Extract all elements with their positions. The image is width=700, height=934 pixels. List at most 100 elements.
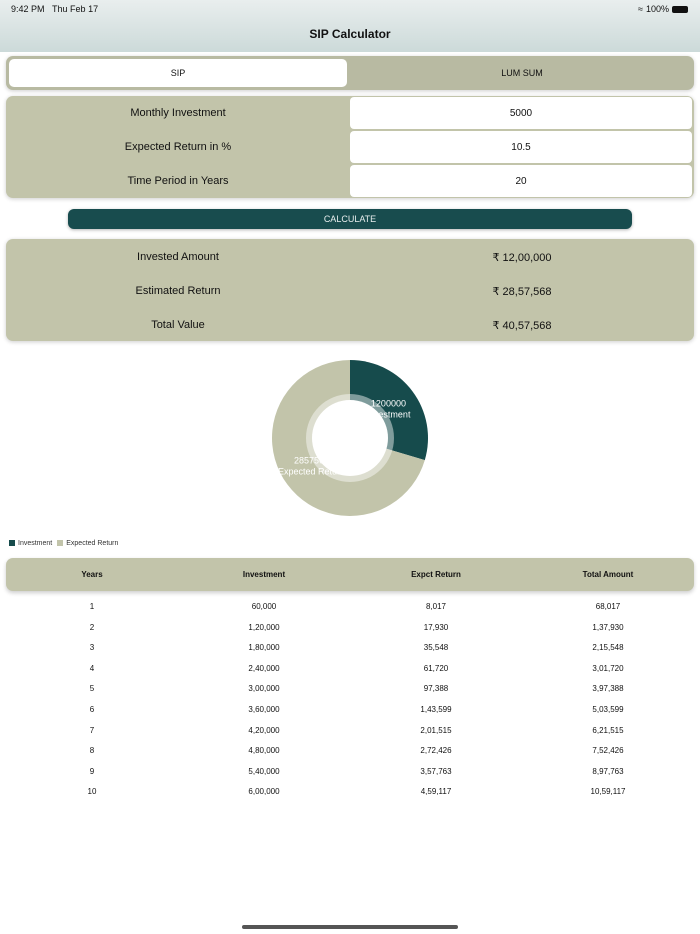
results-panel: Invested Amount ₹ 12,00,000 Estimated Ret…: [6, 239, 694, 341]
slice-value-label: 1200000: [371, 398, 406, 408]
table-cell: 7: [89, 725, 95, 735]
monthly-investment-field[interactable]: 5000: [350, 97, 692, 129]
table-row: 1 60,000 8,017 68,017: [6, 602, 694, 622]
home-indicator: [242, 925, 458, 929]
table-row: 9 5,40,000 3,57,763 8,97,763: [6, 767, 694, 787]
battery-icon: [672, 5, 688, 13]
result-invested-amount: Invested Amount ₹ 12,00,000: [6, 240, 694, 274]
nav-header: 9:42 PM Thu Feb 17 ≈100% SIP Calculator: [0, 0, 700, 52]
monthly-investment-label: Monthly Investment: [130, 107, 226, 119]
column-header: Expct Return: [411, 570, 461, 579]
table-cell: 9: [89, 766, 95, 776]
table-cell: 6,21,515: [592, 725, 624, 735]
table-cell: 8,97,763: [592, 766, 624, 776]
table-cell: 4: [89, 663, 95, 673]
input-row-monthly-investment: Monthly Investment 5000: [6, 97, 694, 129]
table-cell: 5,40,000: [248, 766, 280, 776]
table-cell: 4,20,000: [248, 725, 280, 735]
column-header: Investment: [242, 570, 286, 579]
table-cell: 2,72,426: [420, 746, 452, 756]
expected-return-field[interactable]: 10.5: [350, 131, 692, 163]
table-row: 8 4,80,000 2,72,426 7,52,426: [6, 746, 694, 766]
result-total-value: Total Value ₹ 40,57,568: [6, 308, 694, 342]
table-row: 4 2,40,000 61,720 3,01,720: [6, 664, 694, 684]
result-label: Invested Amount: [137, 251, 219, 263]
table-row: 2 1,20,000 17,930 1,37,930: [6, 623, 694, 643]
table-cell: 3,57,763: [420, 766, 452, 776]
slice-value-label: 2857568: [294, 456, 329, 466]
legend-item-investment: Investment: [9, 540, 52, 547]
table-cell: 1,37,930: [592, 622, 624, 632]
result-value: ₹ 28,57,568: [492, 285, 552, 298]
table-cell: 6,00,000: [248, 787, 280, 797]
table-cell: 1: [89, 602, 95, 611]
battery-percent: 100%: [645, 4, 669, 14]
legend-label: Expected Return: [66, 540, 119, 547]
table-cell: 10,59,117: [590, 787, 626, 797]
table-cell: 97,388: [423, 684, 449, 694]
table-cell: 60,000: [251, 602, 277, 611]
wifi-icon: ≈: [638, 4, 643, 14]
input-panel: Monthly Investment 5000 Expected Return …: [6, 96, 694, 198]
table-cell: 10: [87, 787, 97, 797]
table-cell: 2: [89, 622, 95, 632]
table-cell: 3,01,720: [592, 663, 624, 673]
table-cell: 1,43,599: [420, 705, 452, 714]
table-cell: 3,00,000: [248, 684, 280, 694]
table-cell: 4,59,117: [420, 787, 452, 797]
input-row-time-period: Time Period in Years 20: [6, 165, 694, 197]
time-period-field[interactable]: 20: [350, 165, 692, 197]
tab-sip[interactable]: SIP: [9, 59, 347, 87]
input-row-expected-return: Expected Return in % 10.5: [6, 131, 694, 163]
legend-swatch: [9, 540, 15, 547]
table-row: 7 4,20,000 2,01,515 6,21,515: [6, 726, 694, 746]
table-cell: 2,40,000: [248, 663, 280, 673]
legend-item-expected-return: Expected Return: [57, 540, 118, 547]
result-label: Total Value: [151, 319, 205, 331]
table-cell: 8,017: [425, 602, 447, 611]
status-date: Thu Feb 17: [52, 4, 99, 14]
table-cell: 3,60,000: [248, 705, 280, 714]
table-cell: 1,80,000: [248, 643, 280, 653]
status-indicators: ≈100%: [638, 4, 688, 14]
page-title: SIP Calculator: [309, 27, 391, 41]
table-cell: 5: [89, 684, 95, 694]
table-cell: 17,930: [423, 622, 449, 632]
table-row: 3 1,80,000 35,548 2,15,548: [6, 643, 694, 663]
calculate-button[interactable]: CALCULATE: [68, 209, 632, 229]
slice-name-label: Investment: [366, 409, 411, 419]
table-header: Years Investment Expct Return Total Amount: [6, 558, 694, 591]
table-cell: 3,97,388: [592, 684, 624, 694]
result-estimated-return: Estimated Return ₹ 28,57,568: [6, 274, 694, 308]
table-cell: 7,52,426: [592, 746, 624, 756]
status-time: 9:42 PM: [11, 4, 45, 14]
time-period-label: Time Period in Years: [127, 175, 229, 187]
table-cell: 8: [89, 746, 95, 756]
table-cell: 1,20,000: [248, 622, 280, 632]
status-time-date: 9:42 PM Thu Feb 17: [11, 4, 98, 14]
column-header: Years: [81, 570, 103, 579]
mode-segmented-control: SIP LUM SUM: [6, 56, 694, 90]
table-cell: 2,01,515: [420, 725, 452, 735]
table-cell: 61,720: [423, 663, 449, 673]
tab-lum-sum[interactable]: LUM SUM: [501, 68, 543, 78]
table-cell: 4,80,000: [248, 746, 280, 756]
column-header: Total Amount: [582, 570, 634, 579]
table-cell: 68,017: [595, 602, 621, 611]
table-cell: 2,15,548: [592, 643, 624, 653]
legend-swatch: [57, 540, 64, 547]
result-value: ₹ 12,00,000: [492, 251, 552, 264]
donut-hole: [312, 400, 388, 476]
table-row: 10 6,00,000 4,59,117 10,59,117: [6, 787, 694, 807]
legend-label: Investment: [18, 540, 53, 547]
table-cell: 6: [89, 705, 95, 714]
chart-legend: Investment Expected Return: [9, 540, 118, 547]
result-value: ₹ 40,57,568: [492, 319, 552, 332]
expected-return-label: Expected Return in %: [124, 141, 232, 153]
result-label: Estimated Return: [135, 285, 221, 297]
table-cell: 5,03,599: [592, 705, 624, 714]
slice-name-label: Expected Return: [278, 467, 345, 477]
table-row: 6 3,60,000 1,43,599 5,03,599: [6, 705, 694, 725]
table-cell: 35,548: [423, 643, 449, 653]
